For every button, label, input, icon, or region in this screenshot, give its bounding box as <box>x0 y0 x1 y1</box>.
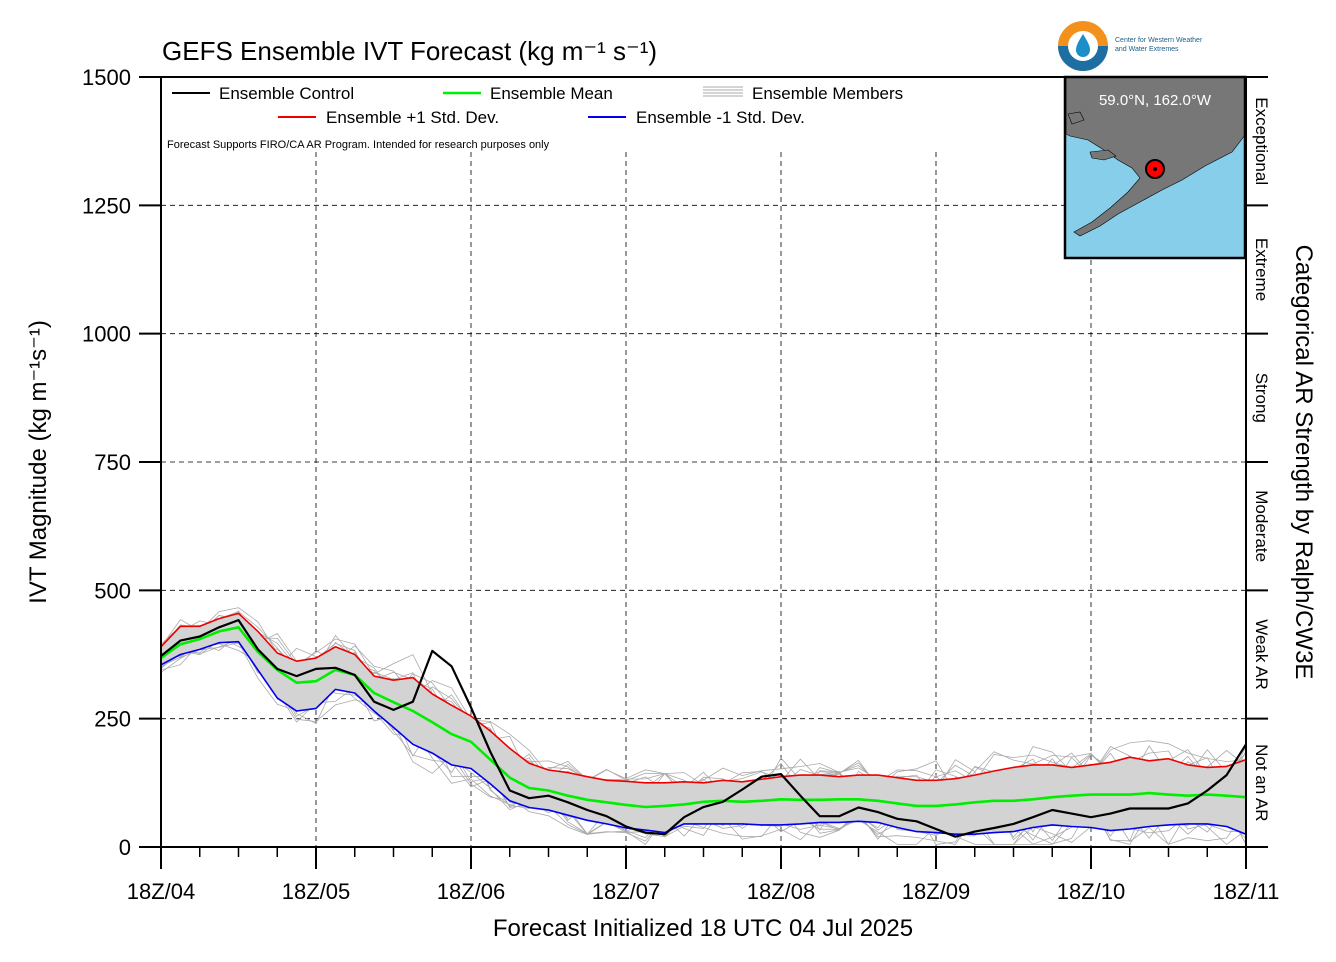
cw3e-logo-icon: Center for Western Weather and Water Ext… <box>1058 21 1203 71</box>
logo-text-line1: Center for Western Weather <box>1115 37 1203 44</box>
x-tick-label-6: 18Z/10 <box>1057 879 1126 904</box>
legend-label-control: Ensemble Control <box>219 84 354 103</box>
right-axis-label: Categorical AR Strength by Ralph/CW3E <box>1290 245 1317 680</box>
std-dev-spread <box>161 613 1246 835</box>
legend-label-members: Ensemble Members <box>752 84 903 103</box>
x-tick-label-4: 18Z/08 <box>747 879 816 904</box>
y-tick-label-250: 250 <box>94 707 131 732</box>
cat-label-0: Not an AR <box>1252 744 1271 822</box>
island-land <box>1089 149 1117 161</box>
series-line-mean <box>160 625 1247 809</box>
island-land-2 <box>1067 111 1085 125</box>
cat-label-3: Strong <box>1252 373 1271 423</box>
x-tick-label-2: 18Z/06 <box>437 879 506 904</box>
x-axis-label: Forecast Initialized 18 UTC 04 Jul 2025 <box>493 915 913 942</box>
y-tick-label-0: 0 <box>119 835 131 860</box>
ar-category-scale: Not an AR Weak AR Moderate Strong Extreme Exc… <box>1246 76 1271 848</box>
legend-label-plus-sd: Ensemble +1 Std. Dev. <box>326 108 499 127</box>
x-tick-label-1: 18Z/05 <box>282 879 351 904</box>
spread-band <box>161 613 1246 835</box>
y-tick-label-1000: 1000 <box>82 322 131 347</box>
x-tick-label-7: 18Z/11 <box>1213 879 1280 904</box>
y-tick-label-1500: 1500 <box>82 65 131 90</box>
y-axis-label: IVT Magnitude (kg m⁻¹s⁻¹) <box>25 320 52 604</box>
member-line-4 <box>160 621 1247 796</box>
legend: Ensemble Control Ensemble Mean Ensemble … <box>167 84 903 151</box>
alaska-land <box>1065 76 1246 237</box>
legend-label-minus-sd: Ensemble -1 Std. Dev. <box>636 108 805 127</box>
location-inset-map: 59.0°N, 162.0°W <box>1063 75 1247 260</box>
legend-swatch-members <box>703 86 743 97</box>
axes: 0 250 500 750 1000 1250 1500 18Z/04 18Z/05 18Z/06… <box>82 65 1279 904</box>
member-line-21 <box>160 643 1247 845</box>
x-tick-label-0: 18Z/04 <box>127 879 196 904</box>
y-tick-label-750: 750 <box>94 450 131 475</box>
cat-label-4: Extreme <box>1252 238 1271 301</box>
y-tick-label-1250: 1250 <box>82 193 131 218</box>
series-line-control <box>160 618 1247 838</box>
legend-label-mean: Ensemble Mean <box>490 84 613 103</box>
series-lines <box>160 612 1247 838</box>
x-tick-label-5: 18Z/09 <box>902 879 971 904</box>
x-tick-label-3: 18Z/07 <box>592 879 661 904</box>
cat-label-2: Moderate <box>1252 490 1271 562</box>
logo-text-line2: and Water Extremes <box>1115 46 1179 53</box>
y-tick-label-500: 500 <box>94 578 131 603</box>
cat-label-5: Exceptional <box>1252 97 1271 185</box>
cat-label-1: Weak AR <box>1252 619 1271 690</box>
research-note: Forecast Supports FIRO/CA AR Program. In… <box>167 139 550 151</box>
series-line-plus_sd <box>160 612 1247 784</box>
inset-coordinates: 59.0°N, 162.0°W <box>1099 92 1212 109</box>
chart-title: GEFS Ensemble IVT Forecast (kg m⁻¹ s⁻¹) <box>162 36 657 66</box>
series-line-minus_sd <box>160 640 1247 836</box>
